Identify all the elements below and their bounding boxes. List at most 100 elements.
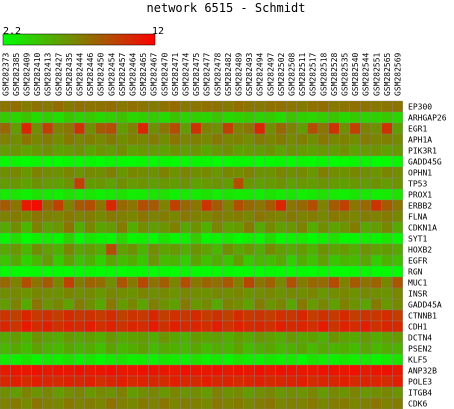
heatmap-cell <box>116 177 128 190</box>
heatmap-cell <box>63 342 75 355</box>
heatmap-cell <box>201 144 213 157</box>
heatmap-cell <box>222 353 234 366</box>
heatmap-cell <box>105 342 117 355</box>
heatmap-cell <box>95 243 107 256</box>
heatmap-cell <box>339 287 350 300</box>
heatmap-cell <box>63 133 75 146</box>
column-label: GSM282478 <box>213 52 222 96</box>
heatmap-cell <box>233 342 244 355</box>
heatmap-cell <box>381 276 393 289</box>
heatmap-cell <box>31 331 43 344</box>
heatmap-cell <box>275 221 287 234</box>
heatmap-cell <box>84 221 96 234</box>
heatmap-cell <box>21 221 32 234</box>
heatmap-cell <box>105 309 117 322</box>
heatmap-cell <box>137 243 149 256</box>
heatmap-cell <box>10 342 22 355</box>
heatmap-cell <box>10 353 22 366</box>
heatmap-cell <box>158 265 170 278</box>
row-label: ERBB2 <box>408 202 432 211</box>
heatmap-cell <box>116 111 128 124</box>
column-label: GSM282551 <box>372 52 381 96</box>
heatmap-cell <box>52 254 64 267</box>
heatmap-cell <box>275 199 287 212</box>
heatmap-cell <box>360 353 372 366</box>
heatmap-cell <box>116 287 128 300</box>
heatmap-cell <box>328 199 340 212</box>
column-label: GSM282454 <box>107 52 116 96</box>
heatmap-cell <box>381 375 393 388</box>
heatmap-cell <box>286 188 297 201</box>
heatmap-cell <box>148 188 160 201</box>
heatmap-cell <box>127 331 138 344</box>
heatmap-cell <box>317 166 329 179</box>
heatmap-cell <box>63 276 75 289</box>
heatmap-cell <box>0 287 11 300</box>
heatmap-cell <box>211 133 223 146</box>
heatmap-cell <box>74 364 85 377</box>
heatmap-cell <box>31 342 43 355</box>
heatmap-cell <box>211 287 223 300</box>
heatmap-cell <box>0 265 11 278</box>
heatmap-cell <box>307 210 319 223</box>
heatmap-cell <box>370 254 382 267</box>
heatmap-cell <box>233 144 244 157</box>
heatmap-cell <box>307 122 319 135</box>
heatmap-cell <box>328 133 340 146</box>
heatmap-cell <box>148 166 160 179</box>
column-label: GSM282540 <box>351 52 360 96</box>
heatmap-cell <box>349 287 361 300</box>
heatmap-cell <box>286 111 297 124</box>
column-label: GSM282427 <box>54 52 63 96</box>
heatmap-cell <box>180 166 191 179</box>
heatmap-cell <box>307 111 319 124</box>
heatmap-cell <box>31 122 43 135</box>
heatmap-cell <box>317 232 329 245</box>
heatmap-cell <box>264 287 276 300</box>
heatmap-cell <box>370 155 382 168</box>
heatmap-cell <box>360 232 372 245</box>
heatmap-cell <box>233 133 244 146</box>
heatmap-cell <box>105 177 117 190</box>
heatmap-cell <box>52 298 64 311</box>
heatmap-cell <box>137 232 149 245</box>
heatmap-cell <box>10 111 22 124</box>
heatmap-cell <box>63 210 75 223</box>
heatmap-cell <box>201 386 213 399</box>
heatmap-cell <box>105 331 117 344</box>
heatmap-cell <box>392 188 403 201</box>
heatmap-cell <box>95 133 107 146</box>
heatmap-cell <box>307 353 319 366</box>
heatmap-cell <box>328 287 340 300</box>
heatmap-cell <box>169 144 181 157</box>
heatmap-cell <box>190 298 202 311</box>
heatmap-cell <box>0 375 11 388</box>
heatmap-cell <box>52 232 64 245</box>
heatmap-cell <box>339 155 350 168</box>
heatmap-cell <box>158 375 170 388</box>
heatmap-cell <box>339 276 350 289</box>
heatmap-cell <box>169 188 181 201</box>
heatmap-cell <box>201 243 213 256</box>
heatmap-cell <box>360 386 372 399</box>
heatmap-cell <box>52 331 64 344</box>
heatmap-cell <box>137 210 149 223</box>
heatmap-cell <box>127 353 138 366</box>
heatmap-cell <box>180 188 191 201</box>
heatmap-cell <box>307 254 319 267</box>
heatmap-cell <box>222 122 234 135</box>
heatmap-cell <box>254 320 266 333</box>
heatmap-cell <box>190 188 202 201</box>
heatmap-cell <box>243 177 255 190</box>
heatmap-cell <box>95 177 107 190</box>
column-label: GSM282385 <box>12 52 21 96</box>
heatmap-cell <box>42 166 54 179</box>
column-label: GSM282474 <box>182 52 191 96</box>
heatmap-cell <box>31 298 43 311</box>
heatmap-cell <box>105 100 117 113</box>
heatmap-cell <box>180 375 191 388</box>
heatmap-cell <box>243 309 255 322</box>
heatmap-cell <box>211 111 223 124</box>
heatmap-cell <box>222 210 234 223</box>
heatmap-cell <box>349 364 361 377</box>
